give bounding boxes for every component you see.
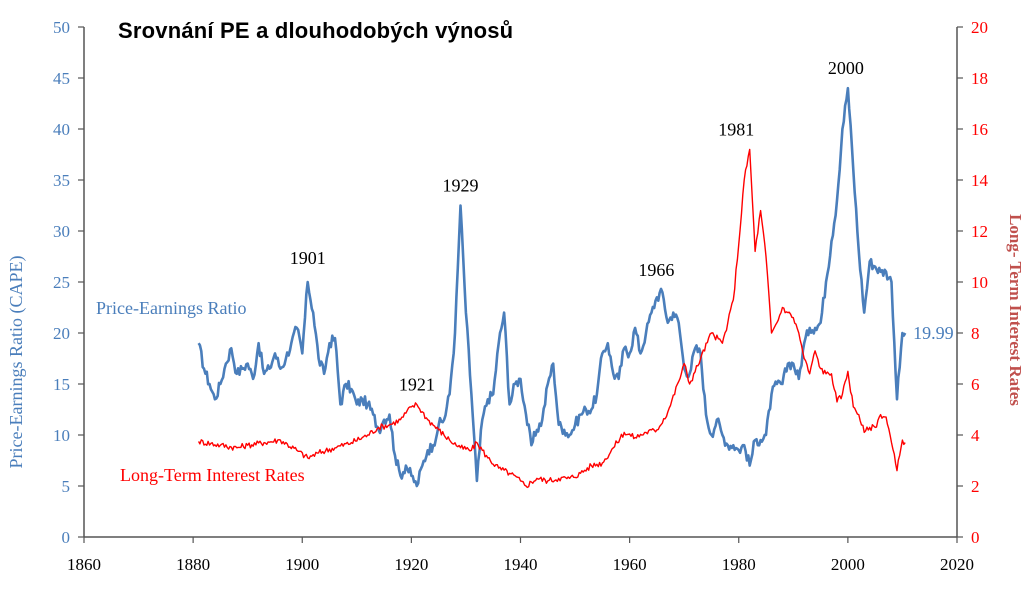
annotation-1929: 1929: [442, 176, 478, 196]
x-tick-label: 1920: [394, 555, 428, 574]
right-tick-label: 4: [971, 426, 980, 445]
annotation-1921: 1921: [399, 374, 435, 394]
x-tick-label: 1880: [176, 555, 210, 574]
right-axis-label: Long- Term Interest Rates: [1006, 214, 1024, 406]
right-tick-label: 18: [971, 69, 988, 88]
right-tick-label: 2: [971, 477, 980, 496]
left-tick-label: 35: [53, 171, 70, 190]
right-tick-label: 0: [971, 528, 980, 547]
left-axis-label: Price-Earnings Ratio (CAPE): [6, 256, 27, 469]
left-tick-label: 40: [53, 120, 70, 139]
right-tick-label: 8: [971, 324, 980, 343]
left-tick-label: 5: [62, 477, 71, 496]
annotation-1901: 1901: [290, 248, 326, 268]
annotation-1981: 1981: [718, 119, 754, 139]
rates-series-label: Long-Term Interest Rates: [120, 465, 305, 485]
annotation-1966: 1966: [638, 260, 674, 280]
series-lines: [197, 86, 907, 489]
right-tick-label: 6: [971, 375, 980, 394]
left-tick-label: 10: [53, 426, 70, 445]
x-tick-label: 2000: [831, 555, 865, 574]
x-tick-label: 1940: [504, 555, 538, 574]
x-tick-label: 1900: [285, 555, 319, 574]
x-tick-label: 1960: [613, 555, 647, 574]
left-tick-label: 20: [53, 324, 70, 343]
right-tick-label: 16: [971, 120, 988, 139]
x-tick-label: 1980: [722, 555, 756, 574]
left-axis-ticks: 0 5 10 15 20 25 30 35 40 45 50: [53, 18, 84, 547]
left-tick-label: 50: [53, 18, 70, 37]
pe-series-label: Price-Earnings Ratio: [96, 298, 246, 318]
x-tick-label: 1860: [67, 555, 101, 574]
annotation-2000: 2000: [828, 58, 864, 78]
chart-labels: 1901 1929 1921 1966 1981 2000 19.99 Price-Earni…: [96, 58, 954, 485]
right-tick-label: 20: [971, 18, 988, 37]
left-tick-label: 15: [53, 375, 70, 394]
left-tick-label: 45: [53, 69, 70, 88]
right-axis-ticks: 0 2 4 6 8 10 12 14 16 18 20: [957, 18, 989, 547]
interest-rates-line: [197, 148, 906, 489]
left-tick-label: 25: [53, 273, 70, 292]
pe-ratio-line: [197, 86, 907, 488]
chart-title: Srovnání PE a dlouhodobých výnosů: [118, 18, 514, 43]
left-tick-label: 30: [53, 222, 70, 241]
right-tick-label: 10: [971, 273, 988, 292]
right-tick-label: 12: [971, 222, 988, 241]
x-axis-ticks: 1860 1880 1900 1920 1940 1960 1980 2000 2020: [67, 537, 974, 574]
annotation-19-99: 19.99: [913, 323, 954, 343]
left-tick-label: 0: [62, 528, 71, 547]
right-tick-label: 14: [971, 171, 989, 190]
x-tick-label: 2020: [940, 555, 974, 574]
